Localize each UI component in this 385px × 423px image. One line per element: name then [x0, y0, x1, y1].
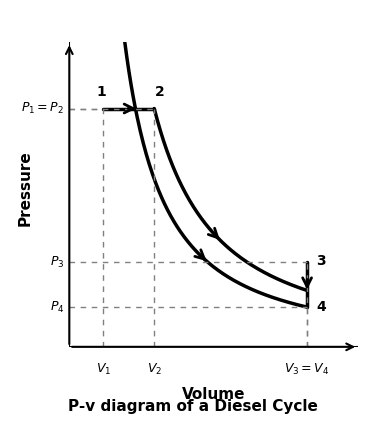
Text: $P_4$: $P_4$: [50, 299, 64, 315]
Text: $V_2$: $V_2$: [147, 361, 162, 376]
Text: Pressure: Pressure: [18, 150, 33, 226]
Text: 3: 3: [316, 254, 326, 268]
Text: 2: 2: [154, 85, 164, 99]
Text: $P_1 = P_2$: $P_1 = P_2$: [21, 101, 64, 116]
Text: Volume: Volume: [182, 387, 245, 402]
Text: $V_3 = V_4$: $V_3 = V_4$: [285, 361, 330, 376]
Text: 4: 4: [316, 300, 326, 314]
Text: $V_1$: $V_1$: [95, 361, 111, 376]
Text: $P_3$: $P_3$: [50, 255, 64, 270]
Text: P-v diagram of a Diesel Cycle: P-v diagram of a Diesel Cycle: [67, 398, 318, 414]
Text: 1: 1: [97, 85, 106, 99]
